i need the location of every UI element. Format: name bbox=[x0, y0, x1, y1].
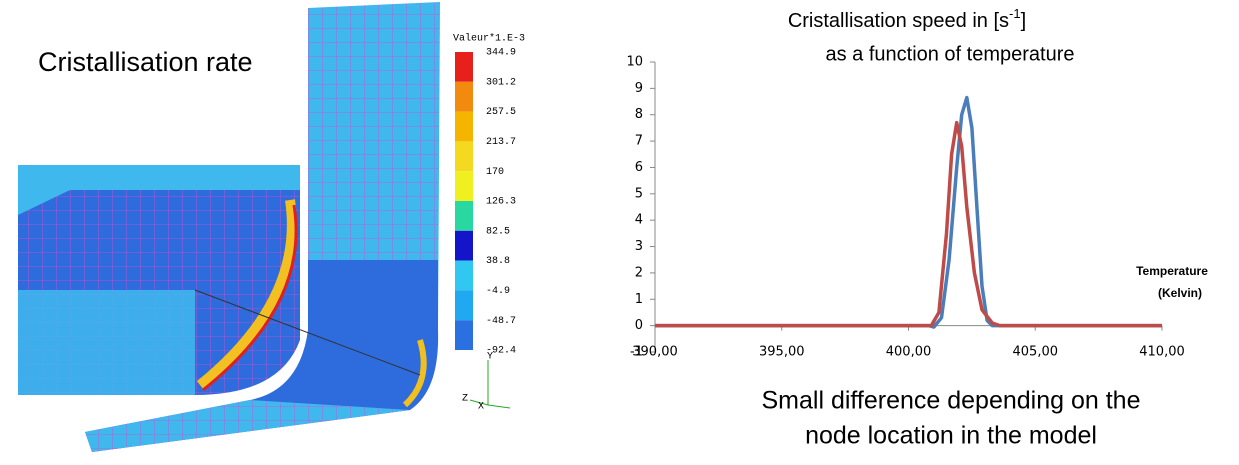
colorbar-swatch bbox=[455, 290, 473, 321]
x-tick-label: 395,00 bbox=[759, 345, 805, 360]
colorbar-swatch bbox=[455, 52, 473, 82]
fea-title: Cristallisation rate bbox=[38, 47, 253, 77]
title-superscript: -1 bbox=[1009, 6, 1021, 21]
colorbar-label: 170 bbox=[486, 167, 504, 178]
fea-model bbox=[18, 2, 511, 452]
title-suffix: ] bbox=[1021, 10, 1027, 32]
x-tick-label: 405,00 bbox=[1013, 345, 1059, 360]
series-line bbox=[655, 95, 1162, 329]
colorbar-label: -48.7 bbox=[486, 316, 516, 327]
x-tick-label: 390,00 bbox=[632, 345, 678, 360]
y-tick-label: 2 bbox=[635, 265, 643, 280]
chart-subtitle: as a function of temperature bbox=[825, 43, 1074, 65]
axis-y-label: Y bbox=[487, 352, 493, 363]
colorbar-swatch bbox=[455, 320, 473, 350]
colorbar-swatch bbox=[455, 171, 473, 201]
x-axis-label: (Kelvin) bbox=[1158, 286, 1202, 300]
colorbar-label: 82.5 bbox=[486, 226, 510, 237]
chart-title: Cristallisation speed in [s-1] bbox=[788, 6, 1026, 32]
colorbar-label: 213.7 bbox=[486, 137, 516, 148]
note: Small difference depending on the bbox=[762, 387, 1141, 415]
y-tick-label: 8 bbox=[635, 107, 643, 122]
y-tick-label: -1 bbox=[630, 345, 643, 360]
y-tick-label: 4 bbox=[635, 213, 643, 228]
y-tick-label: 1 bbox=[635, 292, 643, 307]
colorbar-title: Valeur*1.E-3 bbox=[453, 33, 525, 45]
colorbar-label: -92.4 bbox=[486, 346, 516, 357]
y-tick-label: 10 bbox=[626, 55, 643, 70]
colorbar-swatch bbox=[455, 81, 473, 112]
x-tick-label: 400,00 bbox=[886, 345, 932, 360]
y-tick-label: 5 bbox=[635, 186, 643, 201]
x-tick-label: 410,00 bbox=[1139, 345, 1185, 360]
note: node location in the model bbox=[805, 422, 1097, 450]
colorbar-swatch bbox=[455, 260, 473, 291]
colorbar-label: 344.9 bbox=[486, 48, 516, 59]
title-text: Cristallisation speed in [s bbox=[788, 10, 1009, 32]
y-tick-label: 6 bbox=[635, 160, 643, 175]
y-tick-label: 0 bbox=[635, 318, 643, 333]
y-tick-label: 9 bbox=[635, 81, 643, 96]
axis-z-label: Z bbox=[462, 394, 468, 405]
colorbar-swatch bbox=[455, 111, 473, 142]
y-tick-label: 3 bbox=[635, 239, 643, 254]
y-tick-label: 7 bbox=[635, 134, 643, 149]
colorbar-label: -4.9 bbox=[486, 286, 510, 297]
series-line bbox=[655, 120, 1162, 328]
colorbar-swatch bbox=[455, 230, 473, 261]
colorbar-label: 38.8 bbox=[486, 256, 510, 267]
axis-x-label: X bbox=[478, 402, 484, 413]
colorbar-label: 126.3 bbox=[486, 197, 516, 208]
colorbar-swatch bbox=[455, 201, 473, 231]
colorbar-label: 301.2 bbox=[486, 77, 516, 88]
colorbar-swatch bbox=[455, 141, 473, 172]
colorbar-label: 257.5 bbox=[486, 107, 516, 118]
x-axis-label: Temperature bbox=[1136, 264, 1208, 278]
